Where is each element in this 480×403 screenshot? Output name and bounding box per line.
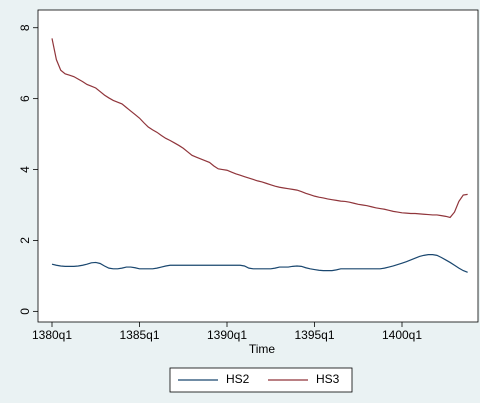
y-tick-label: 2: [18, 237, 32, 244]
x-tick-label: 1390q1: [207, 328, 247, 342]
series-line: [51, 254, 468, 273]
x-tick-label: 1380q1: [32, 328, 72, 342]
x-tick-label: 1385q1: [119, 328, 159, 342]
y-tick-label: 4: [18, 166, 32, 173]
y-tick-label: 6: [18, 95, 32, 102]
x-axis-title: Time: [249, 342, 276, 356]
series-line: [51, 38, 468, 219]
y-tick-label: 0: [18, 308, 32, 315]
y-tick-label: 8: [18, 24, 32, 31]
legend-label: HS3: [316, 372, 340, 386]
plot-area: [37, 9, 479, 323]
legend-label: HS2: [226, 372, 250, 386]
x-tick-label: 1395q1: [294, 328, 334, 342]
x-tick-label: 1400q1: [382, 328, 422, 342]
